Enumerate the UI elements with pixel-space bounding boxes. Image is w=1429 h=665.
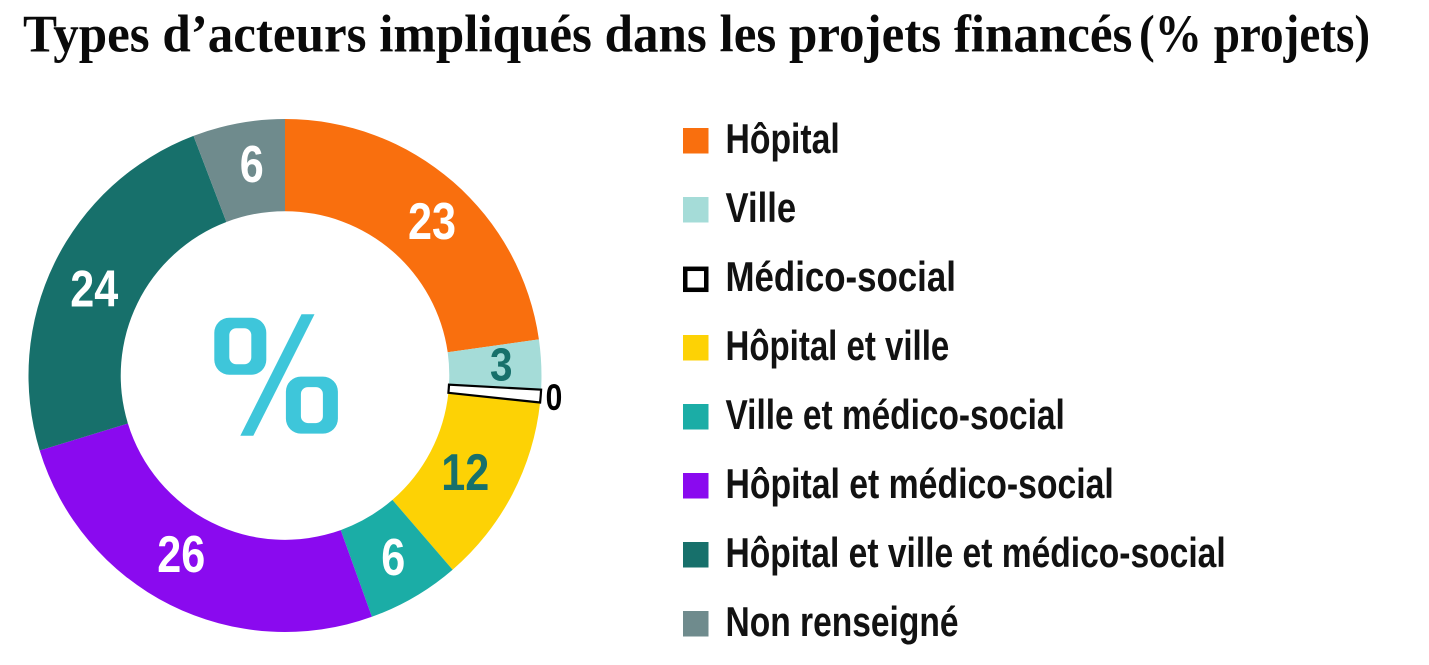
svg-text:Médico-social: Médico-social: [726, 254, 956, 301]
svg-text:23: 23: [408, 193, 456, 251]
svg-text:(% projets): (% projets): [1139, 5, 1370, 63]
svg-text:Non renseigné: Non renseigné: [726, 599, 959, 645]
svg-text:26: 26: [157, 526, 205, 584]
svg-text:Hôpital: Hôpital: [726, 116, 840, 162]
svg-text:6: 6: [240, 136, 264, 194]
svg-text:6: 6: [381, 529, 405, 587]
svg-text:Types d’acteurs impliqués dans: Types d’acteurs impliqués dans les proje…: [23, 6, 1132, 64]
svg-text:Ville: Ville: [726, 185, 797, 232]
svg-text:0: 0: [546, 377, 563, 419]
svg-text:24: 24: [70, 261, 118, 319]
svg-text:Hôpital et ville: Hôpital et ville: [726, 323, 950, 370]
svg-text:3: 3: [490, 340, 513, 391]
svg-text:12: 12: [441, 444, 489, 502]
svg-text:Hôpital et médico-social: Hôpital et médico-social: [726, 461, 1114, 507]
svg-text:Ville et médico-social: Ville et médico-social: [726, 392, 1065, 438]
svg-text:Hôpital et ville et médico-soc: Hôpital et ville et médico-social: [726, 530, 1226, 576]
